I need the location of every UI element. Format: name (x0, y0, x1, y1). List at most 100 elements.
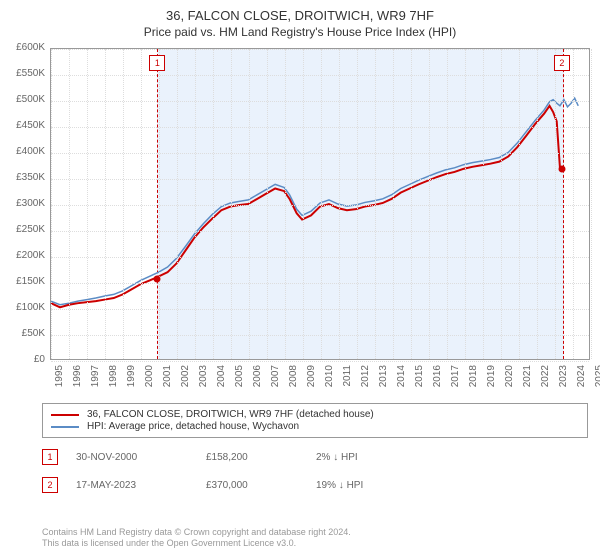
y-tick-label: £200K (1, 251, 45, 261)
gridline-v (249, 49, 250, 359)
gridline-h (51, 179, 589, 180)
x-tick-label: 1997 (90, 365, 101, 395)
x-tick-label: 2006 (252, 365, 263, 395)
legend-label: HPI: Average price, detached house, Wych… (87, 421, 299, 432)
gridline-h (51, 75, 589, 76)
gridline-v (159, 49, 160, 359)
x-tick-label: 2000 (144, 365, 155, 395)
x-tick-label: 2008 (288, 365, 299, 395)
x-tick-label: 2007 (270, 365, 281, 395)
y-tick-label: £0 (1, 355, 45, 365)
gridline-v (501, 49, 502, 359)
x-tick-label: 2004 (216, 365, 227, 395)
gridline-v (123, 49, 124, 359)
x-tick-label: 2010 (324, 365, 335, 395)
x-tick-label: 2001 (162, 365, 173, 395)
gridline-h (51, 231, 589, 232)
x-tick-label: 1996 (72, 365, 83, 395)
legend-item: 36, FALCON CLOSE, DROITWICH, WR9 7HF (de… (51, 409, 579, 420)
gridline-v (537, 49, 538, 359)
gridline-h (51, 361, 589, 362)
x-tick-label: 2003 (198, 365, 209, 395)
footer-text: Contains HM Land Registry data © Crown c… (42, 527, 588, 550)
gridline-h (51, 309, 589, 310)
gridline-v (447, 49, 448, 359)
gridline-v (483, 49, 484, 359)
y-tick-label: £550K (1, 69, 45, 79)
gridline-v (267, 49, 268, 359)
x-tick-label: 2012 (360, 365, 371, 395)
x-tick-label: 2025 (594, 365, 600, 395)
legend-label: 36, FALCON CLOSE, DROITWICH, WR9 7HF (de… (87, 409, 374, 420)
gridline-v (87, 49, 88, 359)
legend-swatch (51, 414, 79, 416)
y-tick-label: £600K (1, 43, 45, 53)
sale-marker-label: 2 (554, 55, 570, 71)
gridline-h (51, 205, 589, 206)
chart-lines (51, 49, 589, 359)
y-tick-label: £300K (1, 199, 45, 209)
legend-swatch (51, 426, 79, 428)
gridline-v (429, 49, 430, 359)
gridline-v (465, 49, 466, 359)
gridline-v (51, 49, 52, 359)
x-tick-label: 1995 (54, 365, 65, 395)
gridline-h (51, 127, 589, 128)
gridline-h (51, 49, 589, 50)
x-tick-label: 2002 (180, 365, 191, 395)
x-tick-label: 2011 (342, 365, 353, 395)
gridline-v (411, 49, 412, 359)
sale-row-diff: 2% ↓ HPI (316, 452, 406, 463)
sale-row-diff: 19% ↓ HPI (316, 480, 406, 491)
legend-item: HPI: Average price, detached house, Wych… (51, 421, 579, 432)
gridline-h (51, 153, 589, 154)
sale-row-id: 1 (42, 449, 58, 465)
x-tick-label: 2021 (522, 365, 533, 395)
y-tick-label: £50K (1, 329, 45, 339)
x-tick-label: 2005 (234, 365, 245, 395)
x-tick-label: 2013 (378, 365, 389, 395)
gridline-v (303, 49, 304, 359)
gridline-v (105, 49, 106, 359)
sales-table: 130-NOV-2000£158,2002% ↓ HPI217-MAY-2023… (42, 443, 588, 499)
x-tick-label: 2015 (414, 365, 425, 395)
gridline-v (285, 49, 286, 359)
x-tick-label: 2020 (504, 365, 515, 395)
gridline-v (357, 49, 358, 359)
sale-marker-dot (558, 165, 565, 172)
page-title: 36, FALCON CLOSE, DROITWICH, WR9 7HF (0, 8, 600, 23)
legend-box: 36, FALCON CLOSE, DROITWICH, WR9 7HF (de… (42, 403, 588, 438)
x-tick-label: 2019 (486, 365, 497, 395)
footer-line-2: This data is licensed under the Open Gov… (42, 538, 588, 550)
x-tick-label: 1999 (126, 365, 137, 395)
sale-row-id: 2 (42, 477, 58, 493)
page-subtitle: Price paid vs. HM Land Registry's House … (0, 25, 600, 39)
x-tick-label: 2024 (576, 365, 587, 395)
x-tick-label: 2023 (558, 365, 569, 395)
x-tick-label: 2018 (468, 365, 479, 395)
footer-line-1: Contains HM Land Registry data © Crown c… (42, 527, 588, 539)
gridline-v (573, 49, 574, 359)
gridline-v (519, 49, 520, 359)
sale-row: 217-MAY-2023£370,00019% ↓ HPI (42, 471, 588, 499)
gridline-v (231, 49, 232, 359)
sale-marker-label: 1 (149, 55, 165, 71)
gridline-v (339, 49, 340, 359)
x-tick-label: 2017 (450, 365, 461, 395)
series-line (51, 98, 578, 305)
gridline-v (393, 49, 394, 359)
x-tick-label: 2022 (540, 365, 551, 395)
gridline-v (141, 49, 142, 359)
gridline-v (555, 49, 556, 359)
x-tick-label: 2014 (396, 365, 407, 395)
gridline-h (51, 257, 589, 258)
gridline-v (591, 49, 592, 359)
y-tick-label: £500K (1, 95, 45, 105)
gridline-v (321, 49, 322, 359)
gridline-v (213, 49, 214, 359)
gridline-v (69, 49, 70, 359)
sale-row-date: 17-MAY-2023 (76, 480, 206, 491)
y-tick-label: £400K (1, 147, 45, 157)
sale-row-price: £158,200 (206, 452, 316, 463)
x-tick-label: 2009 (306, 365, 317, 395)
